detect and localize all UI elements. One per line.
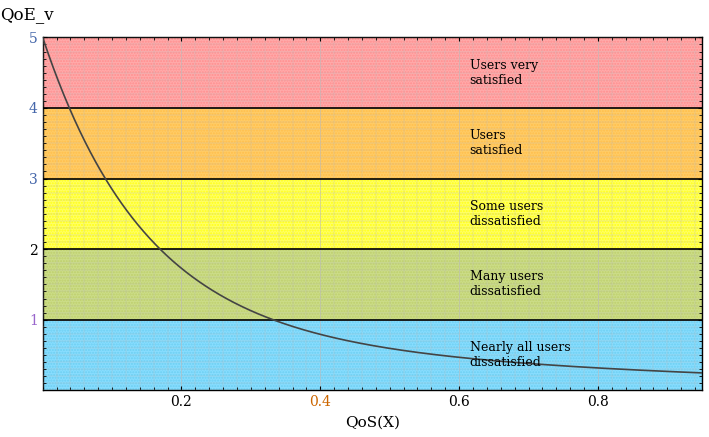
X-axis label: QoS(X): QoS(X) [345, 416, 400, 430]
Text: Users
satisfied: Users satisfied [469, 129, 523, 157]
Text: QoE_v: QoE_v [0, 6, 53, 23]
Text: Many users
dissatisfied: Many users dissatisfied [469, 271, 543, 298]
Text: Users very
satisfied: Users very satisfied [469, 59, 538, 87]
Text: Some users
dissatisfied: Some users dissatisfied [469, 200, 543, 228]
Text: Nearly all users
dissatisfied: Nearly all users dissatisfied [469, 341, 570, 369]
